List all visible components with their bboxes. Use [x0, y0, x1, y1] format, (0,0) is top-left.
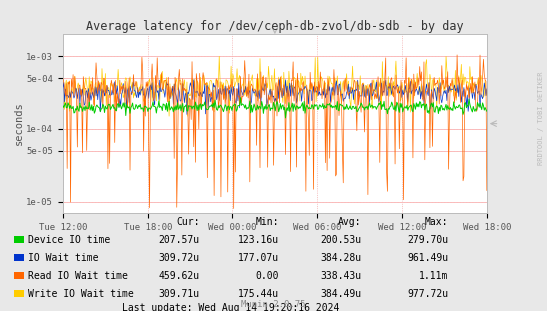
Text: 175.44u: 175.44u — [238, 289, 279, 299]
Text: Cur:: Cur: — [176, 217, 200, 227]
Text: 1.11m: 1.11m — [419, 271, 449, 281]
Text: 338.43u: 338.43u — [320, 271, 361, 281]
Text: 200.53u: 200.53u — [320, 235, 361, 245]
Text: 123.16u: 123.16u — [238, 235, 279, 245]
Text: 384.49u: 384.49u — [320, 289, 361, 299]
Text: RRDTOOL / TOBI OETIKER: RRDTOOL / TOBI OETIKER — [538, 72, 544, 165]
Text: 977.72u: 977.72u — [408, 289, 449, 299]
Text: IO Wait time: IO Wait time — [28, 253, 99, 263]
Text: Munin 2.0.75: Munin 2.0.75 — [241, 300, 306, 309]
Y-axis label: seconds: seconds — [14, 102, 24, 146]
Text: 459.62u: 459.62u — [159, 271, 200, 281]
Text: 207.57u: 207.57u — [159, 235, 200, 245]
Text: Max:: Max: — [425, 217, 449, 227]
Text: 309.71u: 309.71u — [159, 289, 200, 299]
Text: 309.72u: 309.72u — [159, 253, 200, 263]
Text: 177.07u: 177.07u — [238, 253, 279, 263]
Text: 961.49u: 961.49u — [408, 253, 449, 263]
Title: Average latency for /dev/ceph-db-zvol/db-sdb - by day: Average latency for /dev/ceph-db-zvol/db… — [86, 20, 464, 33]
Text: Device IO time: Device IO time — [28, 235, 110, 245]
Text: Avg:: Avg: — [337, 217, 361, 227]
Text: 0.00: 0.00 — [255, 271, 279, 281]
Text: Write IO Wait time: Write IO Wait time — [28, 289, 134, 299]
Text: 279.70u: 279.70u — [408, 235, 449, 245]
Text: 384.28u: 384.28u — [320, 253, 361, 263]
Text: Min:: Min: — [255, 217, 279, 227]
Text: Read IO Wait time: Read IO Wait time — [28, 271, 129, 281]
Text: Last update: Wed Aug 14 19:20:16 2024: Last update: Wed Aug 14 19:20:16 2024 — [122, 303, 339, 311]
